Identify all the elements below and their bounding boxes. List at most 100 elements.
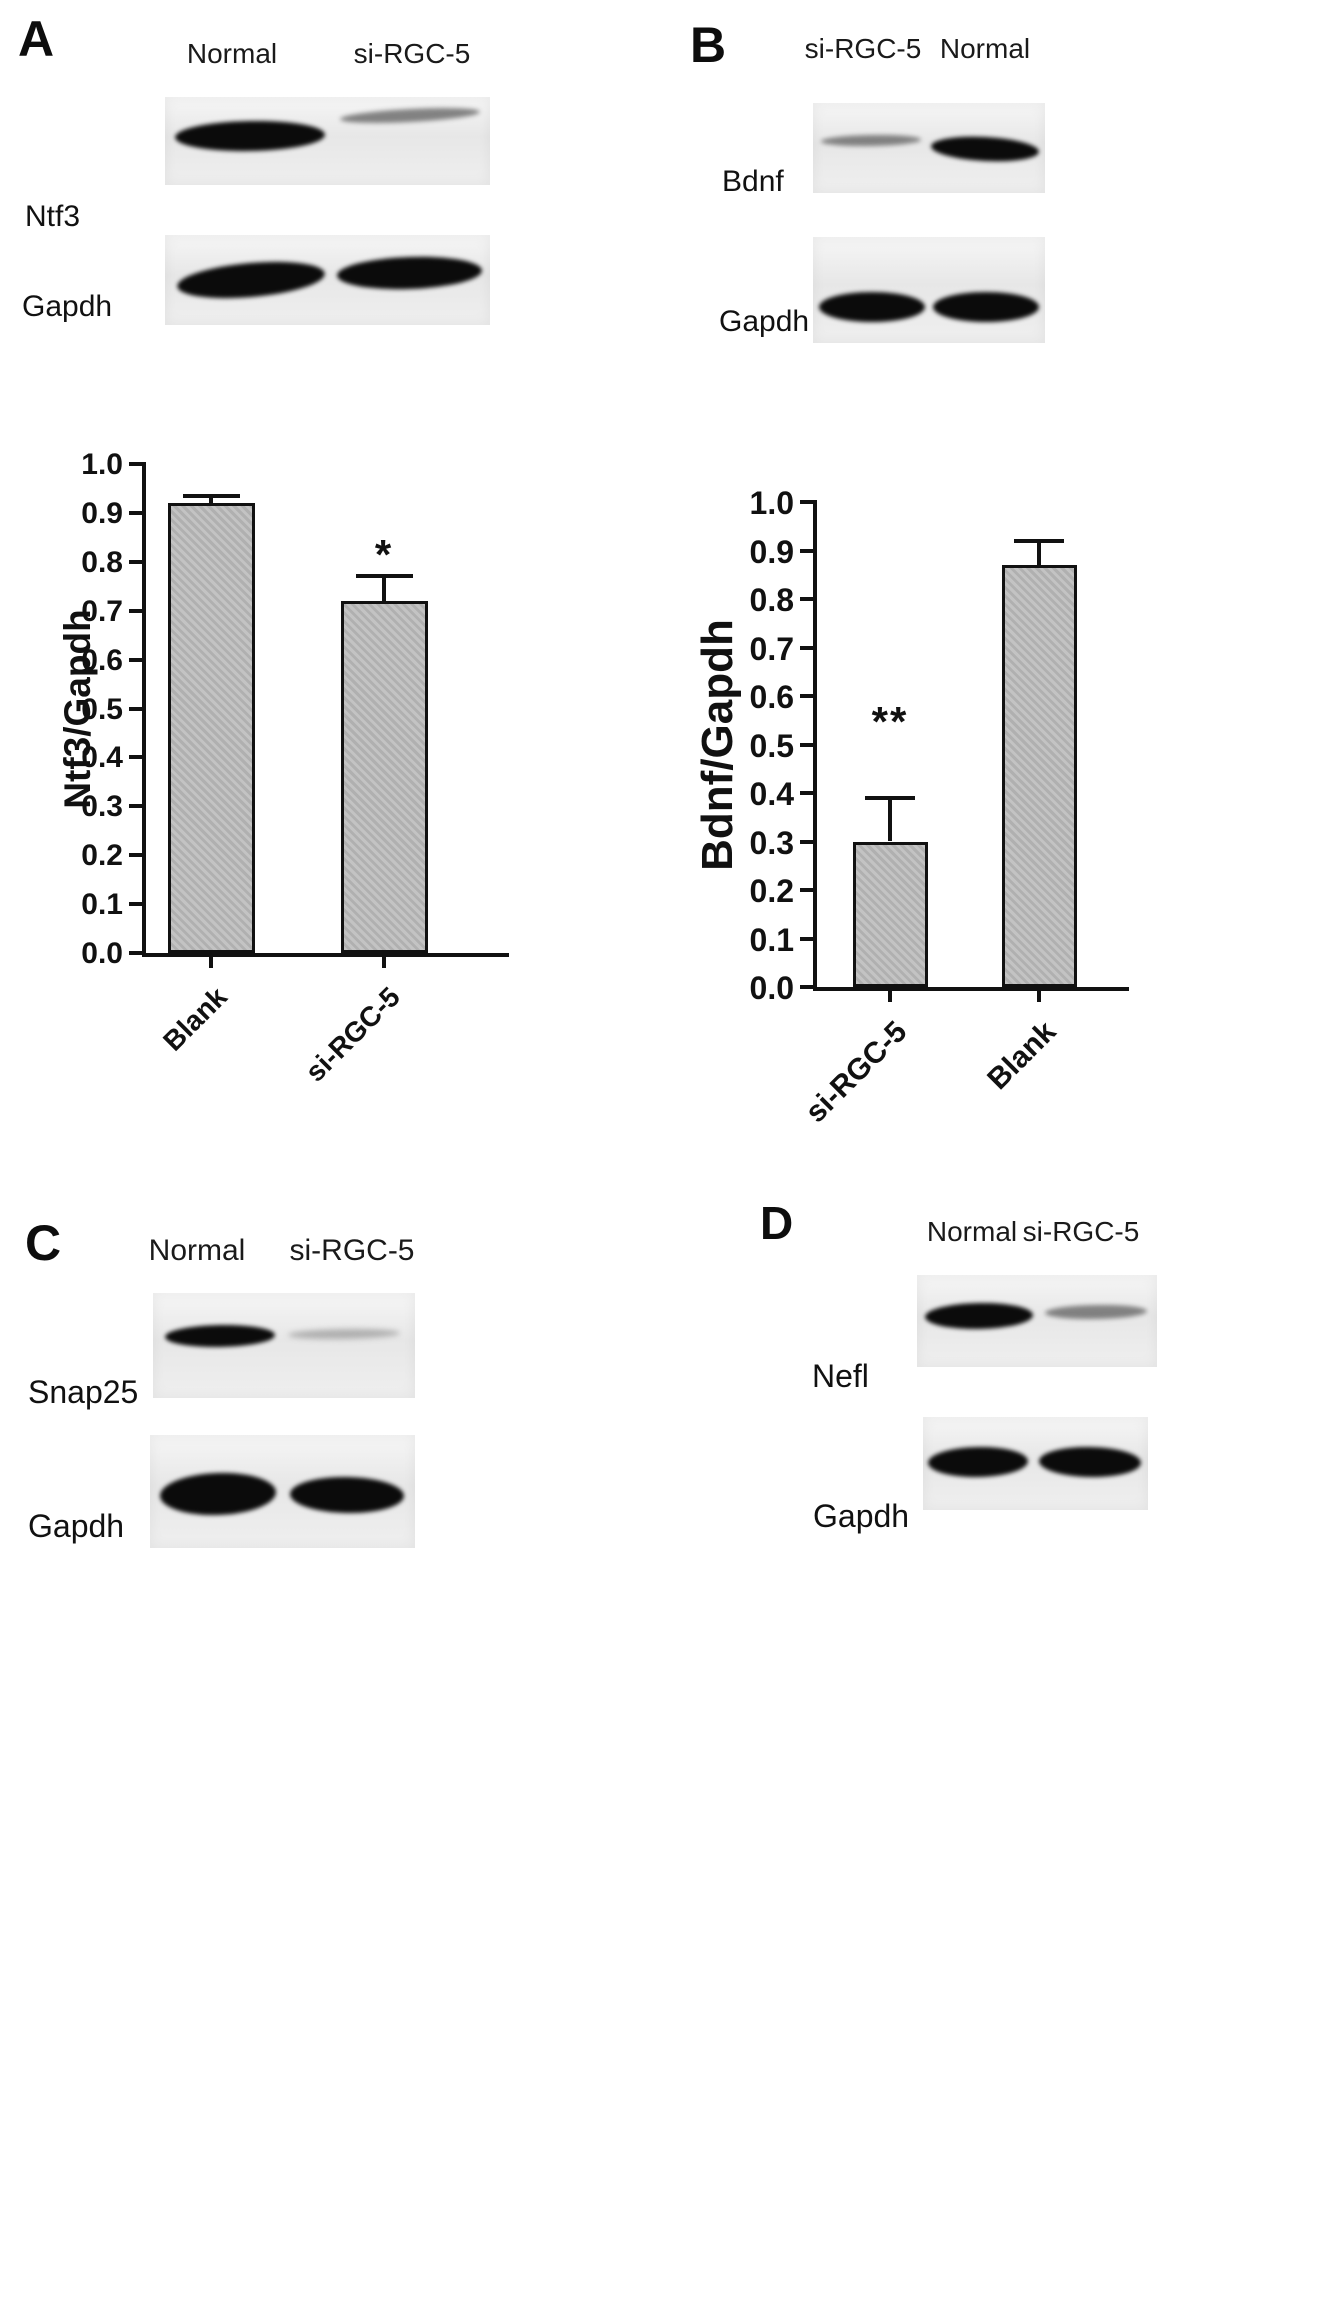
y-tick-label: 0.9 (81, 496, 123, 530)
y-tick-label: 1.0 (749, 485, 794, 521)
panel-B: B si-RGC-5 Normal Bdnf Gapdh 0.0 0.1 0.2 0.… (661, 0, 1323, 1158)
y-tick (129, 706, 142, 711)
error-bar-cap (1014, 538, 1064, 543)
lane-label-normal: Normal (939, 33, 1031, 64)
blot-band (927, 1446, 1029, 1478)
y-tick-label: 0.1 (81, 888, 123, 922)
y-tick-label: 0.8 (81, 545, 123, 579)
y-tick (800, 597, 813, 601)
gapdh-blot-image (813, 237, 1045, 343)
y-tick (800, 645, 813, 650)
protein-label-ntf3: Ntf3 (25, 200, 81, 233)
blot-band (1038, 1446, 1142, 1478)
blot-band (339, 105, 481, 126)
lane-label-si-rgc-5: si-RGC-5 (804, 33, 922, 64)
x-category-label: si-RGC-5 (299, 981, 406, 1088)
y-tick (800, 791, 813, 795)
x-category-label: Blank (157, 981, 233, 1057)
panel-label-D: D (760, 1197, 794, 1249)
y-axis (142, 462, 146, 955)
x-tick (1037, 991, 1041, 1002)
protein-label-snap25: Snap25 (28, 1374, 139, 1410)
panel-label-C: C (25, 1215, 62, 1271)
y-tick-label: 0.6 (749, 679, 794, 715)
bar-Blank (1001, 565, 1077, 987)
error-bar-cap (182, 493, 240, 498)
y-tick-label: 0.5 (749, 727, 794, 764)
blot-band (159, 1470, 277, 1518)
y-tick (800, 694, 813, 698)
x-axis (142, 953, 509, 957)
y-tick (800, 888, 813, 892)
protein-label-gapdh: Gapdh (22, 290, 113, 323)
panel-A: A Normal si-RGC-5 Ntf3 Gapdh 0.0 0.1 0.2 0.… (0, 0, 660, 1158)
y-tick-label: 0.9 (749, 533, 794, 570)
y-tick-label: 0.2 (749, 873, 794, 909)
snap25-blot-image (153, 1293, 415, 1398)
bar-chart-bdnf: 0.0 0.1 0.2 0.3 0.4 0.5 0.6 0.7 0.8 0.9 1.0 Bdnf/Ga… (680, 465, 1240, 1158)
blot-band (1044, 1304, 1148, 1320)
y-tick (800, 742, 813, 747)
y-tick (800, 548, 813, 553)
bar-chart-ntf3: 0.0 0.1 0.2 0.3 0.4 0.5 0.6 0.7 0.8 0.9 1.0 Ntf3/Ga… (30, 430, 580, 1156)
error-bar-cap (355, 574, 413, 579)
lane-label-normal: Normal (186, 38, 278, 69)
y-tick (800, 936, 813, 941)
gapdh-blot-image (165, 235, 490, 325)
error-bar-stem (888, 797, 892, 842)
y-tick (129, 462, 142, 466)
y-tick (800, 985, 813, 989)
panel-D: D Normal si-RGC-5 Nefl Gapdh 0.00.10.20.… (661, 1158, 1323, 2316)
blot-band (175, 256, 327, 304)
blot-band (820, 134, 922, 147)
y-tick (129, 853, 142, 858)
y-tick-label: 0.7 (81, 594, 123, 628)
y-tick-label: 0.3 (81, 790, 123, 824)
y-tick (129, 608, 142, 613)
bar-Blank (167, 503, 255, 953)
y-axis-title: Ntf3/Gapdh (57, 608, 98, 809)
x-axis (813, 987, 1129, 991)
y-axis-title: Bdnf/Gapdh (693, 618, 742, 871)
y-tick (129, 902, 142, 907)
protein-label-nefl: Nefl (812, 1358, 869, 1394)
x-category-label: si-RGC-5 (799, 1015, 914, 1130)
lane-label-normal: Normal (148, 1234, 246, 1267)
error-bar-stem (1037, 540, 1041, 566)
significance-marker: ** (871, 697, 909, 745)
protein-label-gapdh: Gapdh (719, 305, 810, 338)
y-tick (800, 839, 813, 844)
gapdh-blot-image (150, 1435, 415, 1548)
y-tick-label: 0.4 (749, 776, 794, 812)
x-tick (209, 957, 213, 968)
y-tick (129, 755, 142, 760)
y-tick (129, 657, 142, 662)
ntf3-blot-image (165, 97, 490, 185)
x-tick (382, 957, 386, 968)
panel-C: C Normal si-RGC-5 Snap25 Gapdh 0.00.10.2… (0, 1158, 660, 2316)
lane-label-si-rgc-5: si-RGC-5 (353, 38, 471, 69)
y-tick (800, 500, 813, 504)
y-tick-label: 0.0 (81, 937, 123, 970)
protein-label-bdnf: Bdnf (722, 165, 784, 198)
bar-si-RGC-5 (340, 600, 428, 953)
nefl-blot-image (917, 1275, 1157, 1367)
y-tick (129, 804, 142, 809)
bdnf-blot-image (813, 103, 1045, 193)
error-bar-cap (865, 795, 915, 800)
significance-marker: * (374, 531, 394, 579)
y-tick (129, 510, 142, 515)
blot-band (924, 1302, 1034, 1330)
panel-label-A: A (18, 11, 55, 67)
x-tick (888, 991, 892, 1002)
y-tick-label: 0.3 (749, 824, 794, 861)
lane-label-si-rgc-5: si-RGC-5 (1022, 1216, 1140, 1247)
gapdh-blot-image (923, 1417, 1148, 1510)
protein-label-gapdh: Gapdh (813, 1498, 910, 1534)
protein-label-gapdh: Gapdh (28, 1508, 125, 1544)
blot-band (336, 254, 483, 292)
blot-band (933, 292, 1039, 322)
blot-band (164, 1324, 276, 1348)
blot-band (287, 1328, 401, 1340)
